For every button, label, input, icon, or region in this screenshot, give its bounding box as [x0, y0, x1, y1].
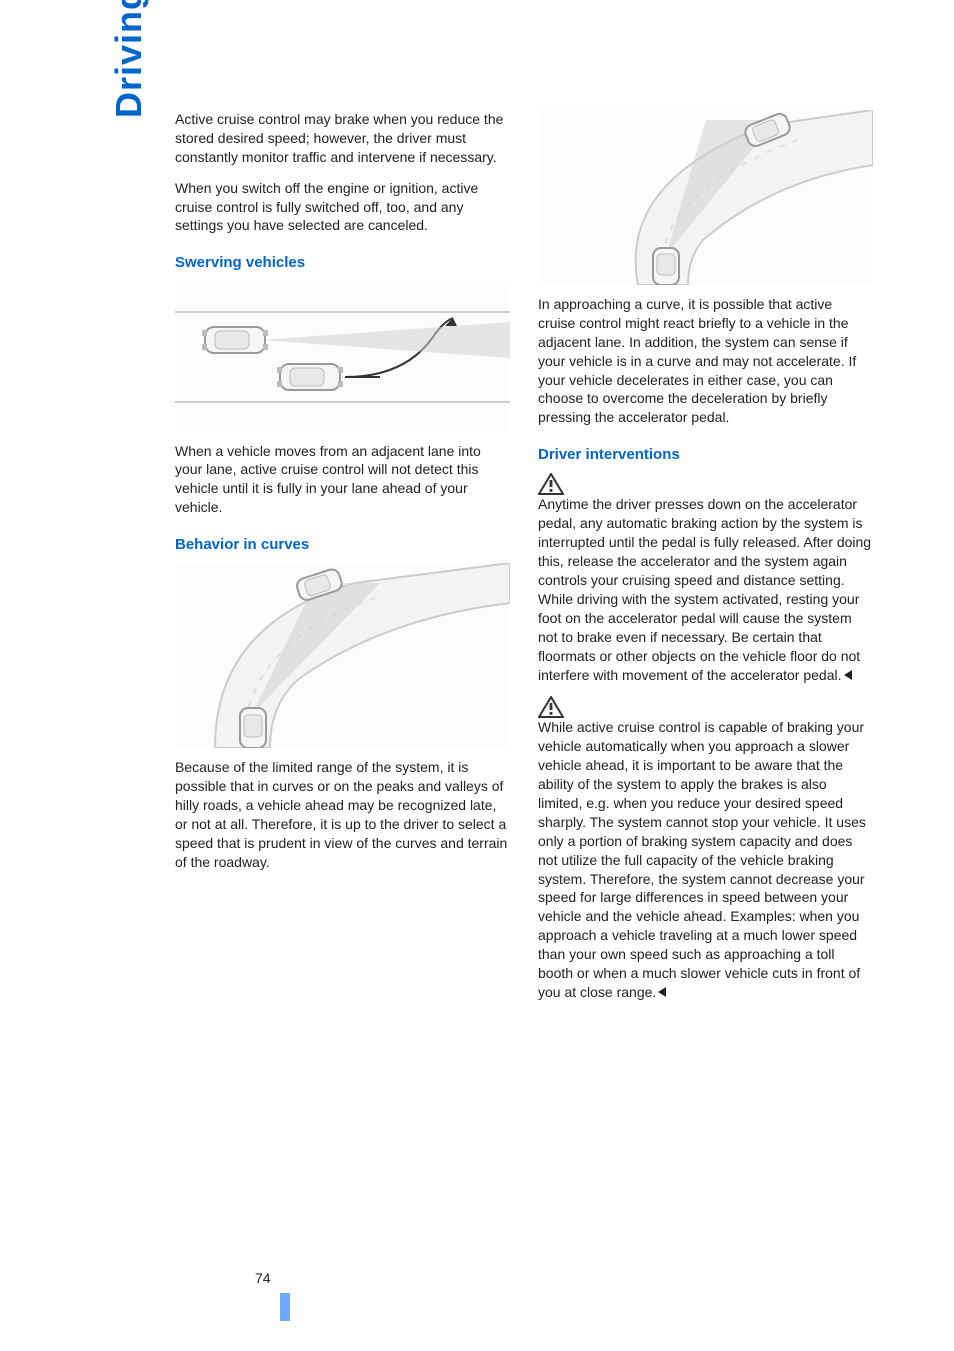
left-column: Active cruise control may brake when you…: [175, 110, 510, 1014]
figure-swerving: [175, 282, 510, 432]
warning-block: While active cruise control is capable o…: [538, 696, 873, 1001]
paragraph: In approaching a curve, it is possible t…: [538, 295, 873, 427]
right-column: In approaching a curve, it is possible t…: [538, 110, 873, 1014]
warning-text: While active cruise control is capable o…: [538, 719, 866, 999]
figure-curve: [538, 110, 873, 285]
paragraph: Because of the limited range of the syst…: [175, 758, 510, 871]
page-number: 74: [255, 1270, 271, 1286]
section-tab: Driving: [108, 0, 150, 118]
warning-block: Anytime the driver presses down on the a…: [538, 473, 873, 684]
paragraph: When you switch off the engine or igniti…: [175, 179, 510, 236]
paragraph: Active cruise control may brake when you…: [175, 110, 510, 167]
warning-icon: [538, 696, 564, 718]
heading-driver: Driver interventions: [538, 445, 873, 465]
heading-swerving: Swerving vehicles: [175, 253, 510, 273]
warning-text: Anytime the driver presses down on the a…: [538, 496, 871, 682]
page-marker: [280, 1293, 290, 1321]
paragraph: When a vehicle moves from an adjacent la…: [175, 442, 510, 518]
end-marker-icon: [658, 987, 666, 997]
end-marker-icon: [844, 670, 852, 680]
warning-icon: [538, 473, 564, 495]
heading-behavior: Behavior in curves: [175, 535, 510, 555]
figure-behavior: [175, 563, 510, 748]
